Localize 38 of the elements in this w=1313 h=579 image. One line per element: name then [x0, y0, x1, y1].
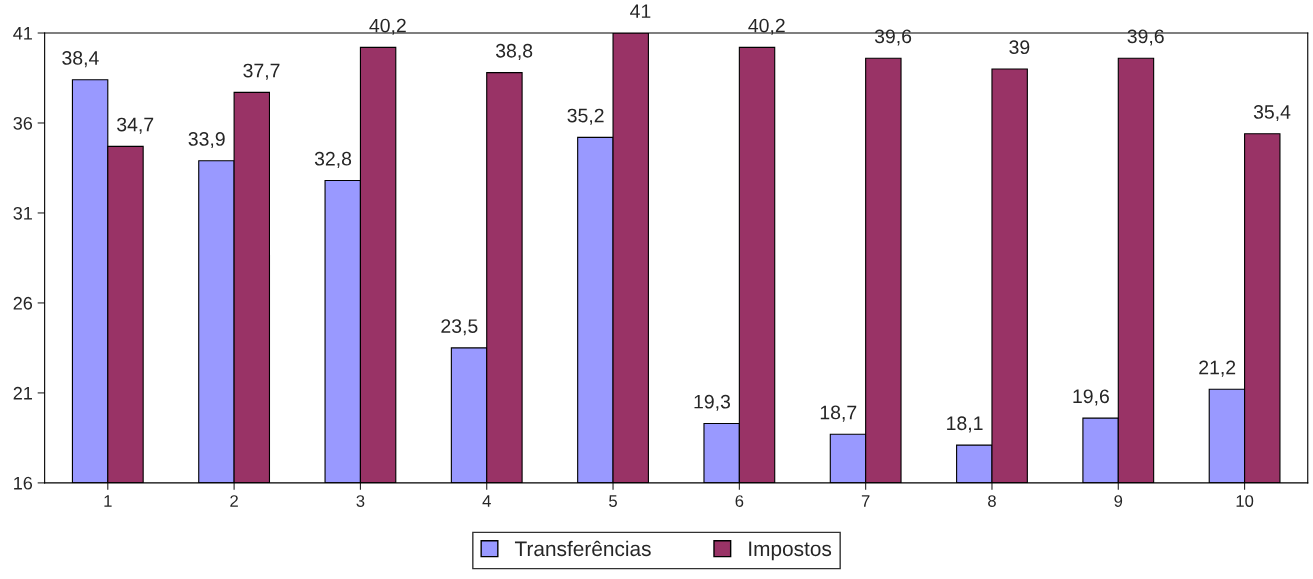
data-label: 38,4 — [62, 51, 99, 68]
data-label: 37,7 — [243, 63, 280, 80]
data-label: 35,2 — [567, 108, 604, 125]
y-tick-label: 31 — [13, 206, 32, 220]
x-tick-label: 9 — [1114, 495, 1123, 507]
data-label: 21,2 — [1199, 360, 1236, 377]
y-tick-label: 26 — [13, 296, 33, 310]
y-tick-label: 36 — [13, 116, 33, 130]
legend-label: Impostos — [749, 541, 832, 561]
data-label: 39,6 — [1127, 29, 1164, 46]
x-tick-label: 4 — [482, 495, 491, 507]
data-label: 35,4 — [1253, 105, 1291, 122]
x-tick-label: 8 — [988, 495, 996, 507]
x-tick-label: 3 — [356, 495, 365, 507]
data-label: 18,7 — [820, 405, 857, 422]
x-tick-label: 10 — [1236, 495, 1254, 507]
data-label: 39 — [1009, 40, 1030, 55]
legend-label: Transferências — [514, 540, 651, 557]
data-label: 23,5 — [441, 319, 478, 336]
y-tick-label: 21 — [13, 386, 32, 400]
data-label: 32,8 — [314, 151, 352, 168]
data-label: 39,6 — [874, 29, 912, 46]
x-tick-label: 5 — [609, 495, 617, 507]
y-tick-label: 16 — [14, 476, 33, 490]
x-tick-label: 1 — [104, 495, 112, 507]
data-label: 41 — [630, 4, 651, 18]
x-tick-label: 7 — [861, 495, 870, 507]
data-label: 34,7 — [117, 117, 154, 134]
x-tick-label: 6 — [735, 495, 744, 507]
y-tick-label: 41 — [13, 27, 32, 40]
data-label: 33,9 — [188, 132, 225, 149]
data-label: 38,8 — [495, 43, 533, 60]
data-label: 18,1 — [947, 416, 983, 433]
data-label: 40,2 — [748, 18, 785, 35]
data-label: 19,3 — [694, 394, 731, 411]
data-label: 40,2 — [369, 18, 406, 35]
x-tick-label: 2 — [230, 495, 238, 507]
data-label: 19,6 — [1073, 389, 1109, 406]
